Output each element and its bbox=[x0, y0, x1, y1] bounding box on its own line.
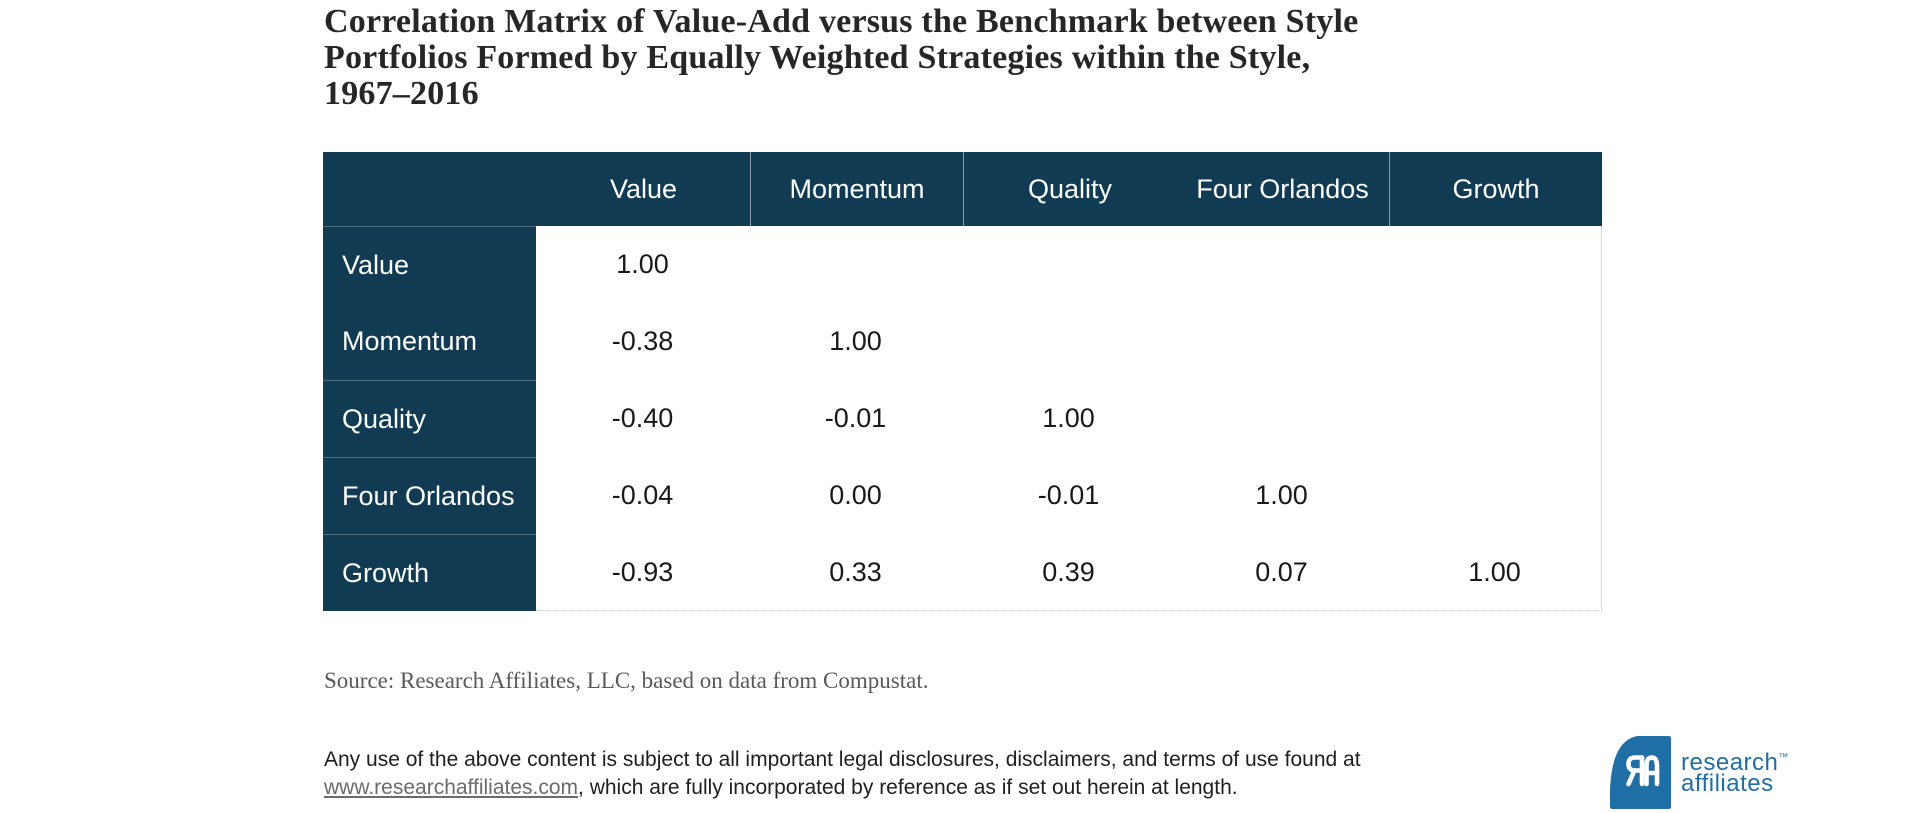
figure-title: Correlation Matrix of Value-Add versus t… bbox=[324, 4, 1358, 112]
table-row-value: Value 1.00 bbox=[323, 226, 1602, 303]
row-values-growth: -0.93 0.33 0.39 0.07 1.00 bbox=[536, 534, 1602, 611]
table-row-four-orlandos: Four Orlandos -0.04 0.00 -0.01 1.00 bbox=[323, 457, 1602, 534]
website-link[interactable]: www.researchaffiliates.com bbox=[324, 776, 579, 799]
matrix-body: Value 1.00 Momentum -0.38 1.00 Quality -0.40 -0… bbox=[323, 226, 1602, 611]
correlation-table: Value Momentum Quality Four Orlandos Growth … bbox=[323, 152, 1602, 611]
source-note: Source: Research Affiliates, LLC, based … bbox=[324, 668, 929, 693]
matrix-cell-four-orlandos-value: -0.04 bbox=[611, 480, 674, 510]
column-header-four-orlandos: Four Orlandos bbox=[1196, 173, 1369, 204]
ra-badge-icon bbox=[1610, 736, 1671, 809]
matrix-cell-quality-quality: 1.00 bbox=[1042, 403, 1095, 433]
header-corner-cell bbox=[323, 152, 537, 226]
matrix-cell-quality-value: -0.40 bbox=[611, 403, 674, 433]
matrix-cell-momentum-four-orlandos bbox=[1175, 303, 1388, 380]
ra-logo: research™ affiliates bbox=[1610, 736, 1788, 809]
row-header-quality: Quality bbox=[323, 380, 536, 457]
table-row-growth: Growth -0.93 0.33 0.39 0.07 1.00 bbox=[323, 534, 1602, 611]
legal-text-after-link: , which are fully incorporated by refere… bbox=[578, 776, 1238, 799]
matrix-cell-value-growth bbox=[1388, 226, 1601, 303]
row-values-momentum: -0.38 1.00 bbox=[536, 303, 1602, 380]
matrix-cell-four-orlandos-four-orlandos: 1.00 bbox=[1255, 480, 1308, 510]
matrix-cell-four-orlandos-growth bbox=[1388, 457, 1601, 534]
logo-line-1: research™ bbox=[1681, 749, 1789, 776]
ra-monogram-icon bbox=[1626, 755, 1660, 787]
matrix-cell-growth-momentum: 0.33 bbox=[829, 556, 882, 587]
matrix-cell-momentum-quality bbox=[962, 303, 1175, 380]
matrix-cell-growth-quality: 0.39 bbox=[1042, 556, 1095, 587]
matrix-cell-growth-value: -0.93 bbox=[611, 556, 674, 587]
matrix-cell-momentum-value: -0.38 bbox=[611, 326, 674, 356]
row-values-quality: -0.40 -0.01 1.00 bbox=[536, 380, 1602, 457]
row-values-four-orlandos: -0.04 0.00 -0.01 1.00 bbox=[536, 457, 1602, 534]
matrix-cell-value-four-orlandos bbox=[1175, 226, 1388, 303]
logo-line-2: affiliates bbox=[1681, 770, 1774, 797]
matrix-cell-four-orlandos-momentum: 0.00 bbox=[829, 480, 882, 510]
logo-wordmark: research™ affiliates bbox=[1681, 747, 1789, 797]
matrix-cell-value-value: 1.00 bbox=[616, 249, 669, 279]
row-header-momentum: Momentum bbox=[323, 303, 536, 380]
column-header-value: Value bbox=[609, 173, 678, 204]
matrix-cell-quality-momentum: -0.01 bbox=[824, 403, 887, 433]
row-header-value: Value bbox=[323, 226, 536, 303]
legal-text-before-link: Any use of the above content is subject … bbox=[324, 748, 1361, 771]
column-header-momentum: Momentum bbox=[750, 152, 963, 226]
table-row-momentum: Momentum -0.38 1.00 bbox=[323, 303, 1602, 380]
figure-title-line-3: 1967–2016 bbox=[324, 75, 479, 112]
matrix-header-row: Value Momentum Quality Four Orlandos Growth bbox=[323, 152, 1602, 226]
column-header-quality: Quality bbox=[963, 152, 1176, 226]
matrix-cell-momentum-growth bbox=[1388, 303, 1601, 380]
row-header-four-orlandos: Four Orlandos bbox=[323, 457, 536, 534]
row-header-growth: Growth bbox=[323, 534, 536, 611]
table-row-quality: Quality -0.40 -0.01 1.00 bbox=[323, 380, 1602, 457]
matrix-cell-four-orlandos-quality: -0.01 bbox=[1037, 480, 1100, 510]
column-header-growth: Growth bbox=[1389, 152, 1602, 226]
matrix-cell-quality-four-orlandos bbox=[1175, 380, 1388, 457]
matrix-cell-growth-four-orlandos: 0.07 bbox=[1255, 556, 1308, 587]
figure-title-line-2: Portfolios Formed by Equally Weighted St… bbox=[324, 39, 1311, 76]
matrix-cell-value-momentum bbox=[749, 226, 962, 303]
matrix-cell-momentum-momentum: 1.00 bbox=[829, 326, 882, 356]
matrix-cell-quality-growth bbox=[1388, 380, 1601, 457]
matrix-cell-value-quality bbox=[962, 226, 1175, 303]
legal-disclaimer: Any use of the above content is subject … bbox=[324, 746, 1544, 802]
trademark-symbol: ™ bbox=[1778, 752, 1789, 763]
row-values-value: 1.00 bbox=[536, 226, 1602, 303]
matrix-cell-growth-growth: 1.00 bbox=[1468, 556, 1521, 587]
figure-title-line-1: Correlation Matrix of Value-Add versus t… bbox=[324, 3, 1359, 40]
